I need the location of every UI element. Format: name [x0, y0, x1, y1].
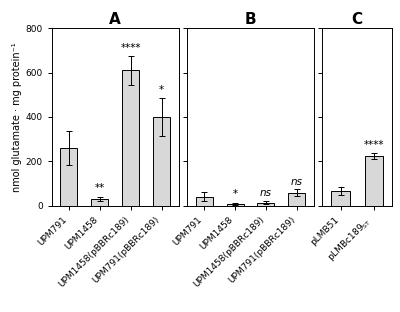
Bar [60, 148, 78, 206]
Text: ns: ns [260, 188, 272, 198]
Bar [258, 202, 274, 206]
Bar [153, 117, 170, 206]
Bar [91, 199, 108, 206]
Title: C: C [352, 12, 363, 27]
Text: ns: ns [291, 177, 303, 187]
Text: ****: **** [120, 43, 141, 53]
Title: A: A [110, 12, 121, 27]
Bar [365, 156, 383, 206]
Bar [288, 193, 305, 206]
Y-axis label: nmol glutamate · mg protein⁻¹: nmol glutamate · mg protein⁻¹ [12, 42, 22, 192]
Text: *: * [232, 189, 238, 199]
Text: *: * [159, 85, 164, 95]
Bar [196, 197, 213, 206]
Text: **: ** [95, 183, 105, 193]
Title: B: B [245, 12, 256, 27]
Text: ****: **** [364, 140, 384, 150]
Bar [332, 192, 350, 206]
Bar [122, 70, 139, 206]
Bar [226, 204, 244, 206]
